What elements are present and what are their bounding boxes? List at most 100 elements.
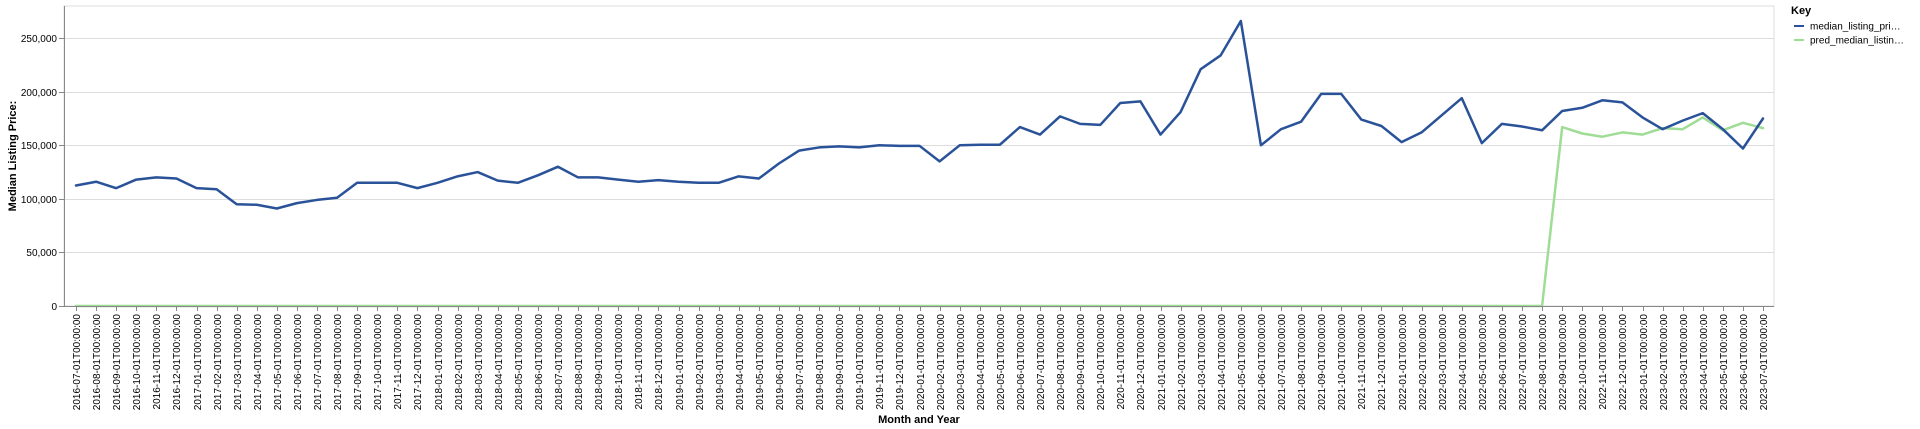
x-tick-label: 2017-04-01T00:00:00: [253, 314, 264, 411]
legend: Key median_listing_pri… pred_median_list…: [1791, 5, 1904, 47]
x-tick-label: 2019-02-01T00:00:00: [695, 314, 706, 411]
x-tick-label: 2021-07-01T00:00:00: [1277, 314, 1288, 411]
x-tick-label: 2019-04-01T00:00:00: [735, 314, 746, 411]
x-tick-label: 2017-07-01T00:00:00: [313, 314, 324, 411]
x-tick-label: 2023-04-01T00:00:00: [1699, 314, 1710, 411]
x-tick-label: 2018-01-01T00:00:00: [434, 314, 445, 411]
x-tick-label: 2020-07-01T00:00:00: [1036, 314, 1047, 411]
x-tick-label: 2018-11-01T00:00:00: [634, 314, 645, 410]
x-tick-label: 2020-11-01T00:00:00: [1116, 314, 1127, 410]
x-tick-label: 2018-06-01T00:00:00: [534, 314, 545, 411]
x-tick-label: 2017-05-01T00:00:00: [273, 314, 284, 411]
x-tick-label: 2021-05-01T00:00:00: [1237, 314, 1248, 411]
x-tick-label: 2017-08-01T00:00:00: [333, 314, 344, 411]
x-tick-label: 2022-05-01T00:00:00: [1478, 314, 1489, 411]
x-tick-label: 2019-01-01T00:00:00: [675, 314, 686, 411]
x-tick-label: 2021-12-01T00:00:00: [1377, 314, 1388, 411]
x-tick-label: 2020-10-01T00:00:00: [1096, 314, 1107, 411]
x-tick-label: 2020-06-01T00:00:00: [1016, 314, 1027, 411]
x-tick-label: 2021-03-01T00:00:00: [1197, 314, 1208, 411]
x-tick-label: 2023-03-01T00:00:00: [1679, 314, 1690, 411]
x-tick-label: 2021-01-01T00:00:00: [1157, 314, 1168, 411]
x-tick-label: 2019-12-01T00:00:00: [895, 314, 906, 411]
x-tick-label: 2016-11-01T00:00:00: [152, 314, 163, 410]
x-tick-label: 2021-08-01T00:00:00: [1297, 314, 1308, 411]
x-tick-label: 2018-04-01T00:00:00: [494, 314, 505, 411]
x-tick-label: 2022-03-01T00:00:00: [1438, 314, 1449, 411]
y-tick-label: 100,000: [21, 195, 58, 206]
x-tick-label: 2022-06-01T00:00:00: [1498, 314, 1509, 411]
x-tick-label: 2019-03-01T00:00:00: [715, 314, 726, 411]
x-tick-label: 2018-05-01T00:00:00: [514, 314, 525, 411]
series-line-median: [74, 19, 1765, 210]
legend-label-pred: pred_median_listin…: [1810, 36, 1904, 47]
x-tick-label: 2017-11-01T00:00:00: [393, 314, 404, 410]
x-tick-label: 2022-11-01T00:00:00: [1598, 314, 1609, 410]
x-tick-label: 2022-12-01T00:00:00: [1618, 314, 1629, 411]
x-tick-label: 2021-11-01T00:00:00: [1357, 314, 1368, 410]
x-tick-label: 2017-01-01T00:00:00: [193, 314, 204, 411]
x-tick-label: 2017-10-01T00:00:00: [373, 314, 384, 411]
x-tick-label: 2020-04-01T00:00:00: [976, 314, 987, 411]
x-tick-label: 2018-10-01T00:00:00: [614, 314, 625, 411]
x-tick-label: 2018-03-01T00:00:00: [474, 314, 485, 411]
x-tick-label: 2023-05-01T00:00:00: [1719, 314, 1730, 411]
x-tick-label: 2017-12-01T00:00:00: [413, 314, 424, 411]
x-tick-label: 2017-09-01T00:00:00: [353, 314, 364, 411]
y-tick-label: 200,000: [21, 88, 58, 99]
x-tick-label: 2020-08-01T00:00:00: [1056, 314, 1067, 411]
x-tick-label: 2022-08-01T00:00:00: [1538, 314, 1549, 411]
x-tick-label: 2023-07-01T00:00:00: [1759, 314, 1770, 411]
y-tick-label: 0: [51, 302, 57, 313]
x-tick-label: 2016-07-01T00:00:00: [72, 314, 83, 411]
x-tick-label: 2018-12-01T00:00:00: [654, 314, 665, 411]
y-tick-label: 150,000: [21, 141, 58, 152]
x-tick-label: 2023-01-01T00:00:00: [1639, 314, 1650, 411]
axes: 0 50,000 100,000 150,000 200,000 250,000 2016-…: [21, 6, 1774, 410]
x-tick-label: 2021-10-01T00:00:00: [1337, 314, 1348, 411]
x-tick-label: 2017-03-01T00:00:00: [233, 314, 244, 411]
x-tick-label: 2016-08-01T00:00:00: [92, 314, 103, 411]
x-tick-label: 2021-09-01T00:00:00: [1317, 314, 1328, 411]
plot-frame: [63, 5, 1775, 307]
x-tick-label: 2020-12-01T00:00:00: [1136, 314, 1147, 411]
x-tick-label: 2022-09-01T00:00:00: [1558, 314, 1569, 411]
x-tick-label: 2020-09-01T00:00:00: [1076, 314, 1087, 411]
x-tick-label: 2020-03-01T00:00:00: [956, 314, 967, 411]
x-tick-label: 2019-06-01T00:00:00: [775, 314, 786, 411]
x-tick-label: 2019-10-01T00:00:00: [855, 314, 866, 411]
series-lines: [74, 19, 1765, 308]
y-tick-label: 50,000: [26, 248, 57, 259]
y-tick-label: 250,000: [21, 34, 58, 45]
x-tick-label: 2019-08-01T00:00:00: [815, 314, 826, 411]
x-tick-label: 2018-08-01T00:00:00: [574, 314, 585, 411]
x-tick-label: 2021-04-01T00:00:00: [1217, 314, 1228, 411]
x-tick-label: 2016-10-01T00:00:00: [132, 314, 143, 411]
x-tick-label: 2022-02-01T00:00:00: [1418, 314, 1429, 411]
x-tick-label: 2019-09-01T00:00:00: [835, 314, 846, 411]
x-tick-label: 2023-02-01T00:00:00: [1659, 314, 1670, 411]
x-tick-label: 2017-02-01T00:00:00: [213, 314, 224, 411]
x-tick-label: 2018-09-01T00:00:00: [594, 314, 605, 411]
gridlines: [63, 5, 1775, 307]
legend-label-median: median_listing_pri…: [1810, 22, 1901, 33]
y-axis-title: Median Listing Price:: [7, 101, 19, 212]
x-tick-label: 2023-06-01T00:00:00: [1739, 314, 1750, 411]
x-tick-label: 2020-02-01T00:00:00: [936, 314, 947, 411]
x-tick-label: 2022-10-01T00:00:00: [1578, 314, 1589, 411]
x-tick-label: 2018-07-01T00:00:00: [554, 314, 565, 411]
x-tick-label: 2019-11-01T00:00:00: [875, 314, 886, 410]
x-tick-label: 2020-05-01T00:00:00: [996, 314, 1007, 411]
x-tick-label: 2019-05-01T00:00:00: [755, 314, 766, 411]
x-tick-label: 2022-01-01T00:00:00: [1398, 314, 1409, 411]
x-tick-label: 2019-07-01T00:00:00: [795, 314, 806, 411]
x-tick-label: 2020-01-01T00:00:00: [916, 314, 927, 411]
x-tick-label: 2021-02-01T00:00:00: [1177, 314, 1188, 411]
x-tick-label: 2018-02-01T00:00:00: [454, 314, 465, 411]
legend-title: Key: [1791, 5, 1812, 17]
x-tick-label: 2017-06-01T00:00:00: [293, 314, 304, 411]
x-tick-label: 2022-07-01T00:00:00: [1518, 314, 1529, 411]
x-tick-label: 2016-12-01T00:00:00: [172, 314, 183, 411]
x-tick-label: 2016-09-01T00:00:00: [112, 314, 123, 411]
